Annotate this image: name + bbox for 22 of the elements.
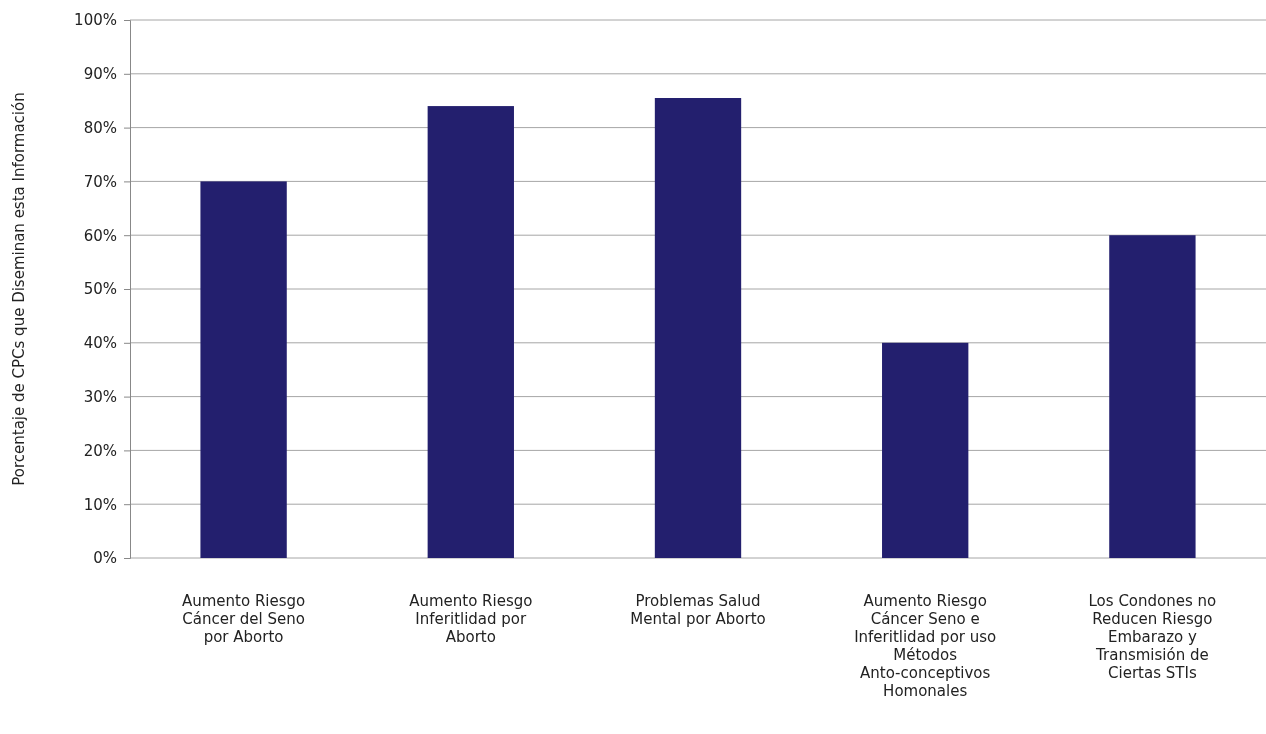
x-tick-label: Problemas Salud Mental por Aborto: [630, 592, 766, 628]
y-tick-label: 30%: [83, 387, 117, 406]
bar: [882, 342, 969, 558]
y-tick-label: 10%: [83, 495, 117, 514]
y-tick-label: 60%: [83, 226, 117, 245]
x-tick-label: Los Condones no Reducen Riesgo Embarazo y Transmisión de Ciertas STIs: [1088, 592, 1217, 682]
y-tick-label: 20%: [83, 441, 117, 460]
y-tick-label: 70%: [83, 172, 117, 191]
y-tick-label: 90%: [83, 65, 117, 84]
bar: [1109, 235, 1196, 558]
y-axis-title: Porcentaje de CPCs que Diseminan esta Información: [10, 92, 28, 486]
y-tick-label: 80%: [83, 118, 117, 137]
bar: [200, 181, 287, 558]
y-tick-label: 0%: [93, 549, 117, 568]
x-tick-label: Aumento Riesgo Cáncer del Seno por Aborto: [181, 592, 306, 646]
x-tick-label: Aumento Riesgo Inferitlidad por Aborto: [409, 592, 533, 646]
bar: [654, 98, 742, 558]
x-tick-label: Aumento Riesgo Cáncer Seno e Inferitlidad por uso Métodos Anto-conceptivos Homonales: [854, 592, 997, 700]
y-tick-label: 100%: [74, 11, 117, 30]
bar: [427, 106, 514, 558]
y-tick-label: 50%: [83, 280, 117, 299]
y-tick-label: 40%: [83, 334, 117, 353]
